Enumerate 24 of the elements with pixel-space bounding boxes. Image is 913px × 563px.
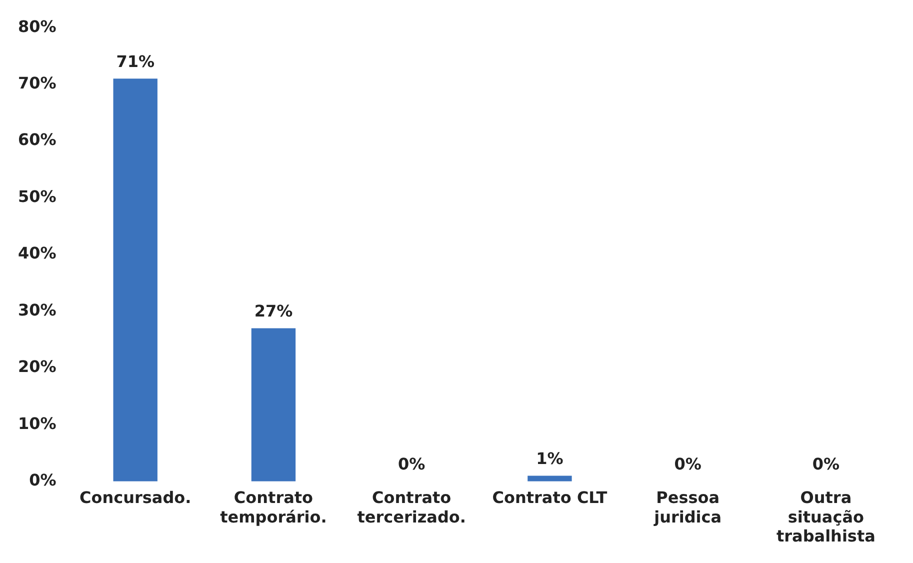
y-tick-label: 20% bbox=[18, 357, 56, 376]
y-tick-label: 30% bbox=[18, 300, 56, 320]
bar bbox=[251, 328, 296, 482]
x-tick-label: Contrato CLT bbox=[492, 488, 608, 508]
y-tick-label: 50% bbox=[18, 186, 56, 206]
y-tick-label: 40% bbox=[18, 244, 56, 263]
data-label: 0% bbox=[674, 454, 702, 474]
x-tick-label: Outra situação trabalhista bbox=[776, 488, 876, 546]
data-label: 27% bbox=[254, 301, 293, 320]
y-tick-label: 10% bbox=[18, 414, 56, 433]
data-label: 0% bbox=[812, 454, 840, 474]
y-tick-label: 80% bbox=[18, 16, 56, 36]
data-label: 71% bbox=[116, 52, 155, 71]
y-tick-label: 60% bbox=[18, 130, 56, 150]
data-label: 1% bbox=[536, 448, 564, 468]
x-tick-label: Contrato tercerizado. bbox=[357, 488, 466, 526]
bar bbox=[113, 78, 158, 482]
bar bbox=[528, 476, 572, 482]
x-tick-label: Pessoa juridica bbox=[653, 488, 722, 526]
x-tick-label: Concursado. bbox=[79, 488, 192, 508]
x-tick-label: Contrato temporário. bbox=[220, 488, 327, 526]
data-label: 0% bbox=[398, 454, 426, 474]
y-tick-label: 0% bbox=[29, 470, 56, 490]
y-tick-label: 70% bbox=[18, 73, 56, 92]
